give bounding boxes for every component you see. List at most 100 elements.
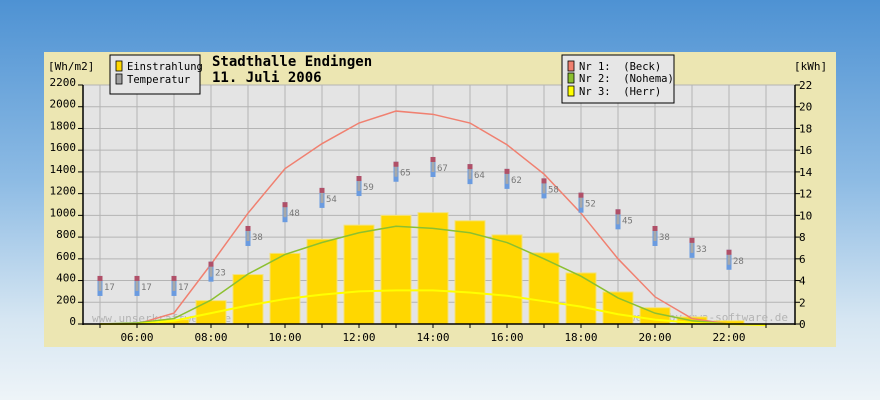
x-tick-label: 20:00: [638, 331, 671, 344]
temperature-label: 65: [400, 169, 411, 179]
y-left-tick-label: 1000: [50, 206, 77, 219]
x-tick-label: 12:00: [342, 331, 375, 344]
einstrahlung-bar: [343, 224, 375, 325]
einstrahlung-bar: [232, 274, 264, 325]
einstrahlung-bar: [491, 234, 523, 325]
temperature-marker: [689, 237, 695, 258]
chart-subtitle: 11. Juli 2006: [212, 70, 322, 86]
temperature-marker: [541, 178, 547, 199]
y-right-tick-label: 6: [799, 253, 806, 266]
y-left-tick-label: 2000: [50, 98, 77, 111]
temperature-marker: [652, 225, 658, 246]
legend-left: Einstrahlung Temperatur: [109, 54, 203, 95]
y-left-tick-label: 1400: [50, 163, 77, 176]
einstrahlung-bar: [380, 214, 412, 325]
x-tick-label: 22:00: [712, 331, 745, 344]
y-left-tick-label: 600: [56, 250, 76, 263]
y-right-tick-label: 10: [799, 209, 812, 222]
y-right-tick-label: 4: [799, 275, 806, 288]
temperature-marker: [319, 187, 325, 208]
y-left-tick-label: 200: [56, 293, 76, 306]
legend-swatch-temperatur: [115, 73, 123, 85]
temperature-label: 54: [326, 195, 337, 205]
temperature-label: 48: [289, 209, 300, 219]
temperature-label: 45: [622, 216, 633, 226]
legend-swatch-herr: [567, 85, 575, 97]
temperature-label: 64: [474, 171, 485, 181]
temperature-label: 17: [141, 283, 152, 293]
chart-title: Stadthalle Endingen: [212, 54, 372, 70]
temperature-marker: [467, 164, 473, 185]
temperature-label: 17: [178, 283, 189, 293]
temperature-marker: [245, 225, 251, 246]
y-right-tick-label: 12: [799, 188, 812, 201]
einstrahlung-bar: [417, 212, 449, 325]
temperature-marker: [171, 275, 177, 296]
bars: [158, 212, 745, 325]
y-left-tick-label: 0: [69, 315, 76, 328]
x-tick-label: 06:00: [120, 331, 153, 344]
y-left-tick-label: 1200: [50, 185, 77, 198]
lines: [99, 110, 767, 327]
temperature-label: 52: [585, 200, 596, 210]
x-tick-label: 18:00: [564, 331, 597, 344]
temperature-marker: [504, 168, 510, 189]
temperature-label: 23: [215, 269, 226, 279]
y-left-tick-label: 2200: [50, 76, 77, 89]
y-left-tick-label: 800: [56, 228, 76, 241]
y-right-tick-label: 8: [799, 231, 806, 244]
temperature-marker: [726, 249, 732, 270]
y-left-tick-label: 1600: [50, 141, 77, 154]
temperature-marker: [430, 156, 436, 177]
y-right-tick-label: 14: [799, 166, 813, 179]
temperature-label: 62: [511, 176, 522, 186]
temperature-marker: [97, 275, 103, 296]
y-left-tick-label: 400: [56, 272, 76, 285]
temperature-label: 67: [437, 164, 448, 174]
series-line-1: [100, 110, 730, 325]
temperature-markers: 17 17 17 23 38 48 54 59 65 67 64 62 58 52 45 38 33 28: [97, 156, 744, 296]
temperature-marker: [393, 161, 399, 182]
temperature-marker: [134, 275, 140, 296]
x-tick-label: 08:00: [194, 331, 227, 344]
legend-swatch-beck: [567, 60, 575, 72]
x-tick-label: 10:00: [268, 331, 301, 344]
legend-swatch-einstrahlung: [115, 60, 123, 72]
legend-label: Nr 3: (Herr): [579, 86, 661, 98]
temperature-marker: [615, 209, 621, 230]
legend-label: Nr 1: (Beck): [579, 61, 661, 73]
temperature-label: 17: [104, 283, 115, 293]
einstrahlung-bar: [306, 238, 338, 325]
einstrahlung-bar: [565, 272, 597, 325]
temperature-marker: [356, 176, 362, 197]
temperature-marker: [578, 192, 584, 213]
y-right-tick-label: 22: [799, 79, 812, 92]
legend-label: Temperatur: [127, 74, 190, 86]
axes: 0200400600800100012001400160018002000220…: [50, 76, 813, 344]
einstrahlung-bar: [269, 252, 301, 325]
y-left-label: [Wh/m2]: [48, 60, 94, 73]
temperature-label: 59: [363, 183, 374, 193]
series-line-3: [100, 289, 767, 327]
temperature-label: 58: [548, 185, 559, 195]
einstrahlung-bar: [528, 252, 560, 325]
series-line-2: [99, 225, 730, 325]
y-right-tick-label: 0: [799, 318, 806, 331]
y-right-tick-label: 18: [799, 122, 812, 135]
y-right-tick-label: 2: [799, 296, 806, 309]
legend-label: Einstrahlung: [127, 61, 203, 73]
x-tick-label: 14:00: [416, 331, 449, 344]
y-right-label: [kWh]: [794, 60, 827, 73]
temperature-label: 38: [659, 233, 670, 243]
temperature-label: 33: [696, 245, 707, 255]
y-right-tick-label: 16: [799, 144, 812, 157]
legend-swatch-nohema: [567, 72, 575, 84]
legend-label: Nr 2: (Nohema): [579, 73, 674, 85]
temperature-label: 28: [733, 257, 744, 267]
y-right-tick-label: 20: [799, 101, 812, 114]
temperature-marker: [208, 261, 214, 282]
temperature-marker: [282, 202, 288, 223]
y-left-tick-label: 1800: [50, 119, 77, 132]
einstrahlung-bar: [602, 291, 634, 325]
